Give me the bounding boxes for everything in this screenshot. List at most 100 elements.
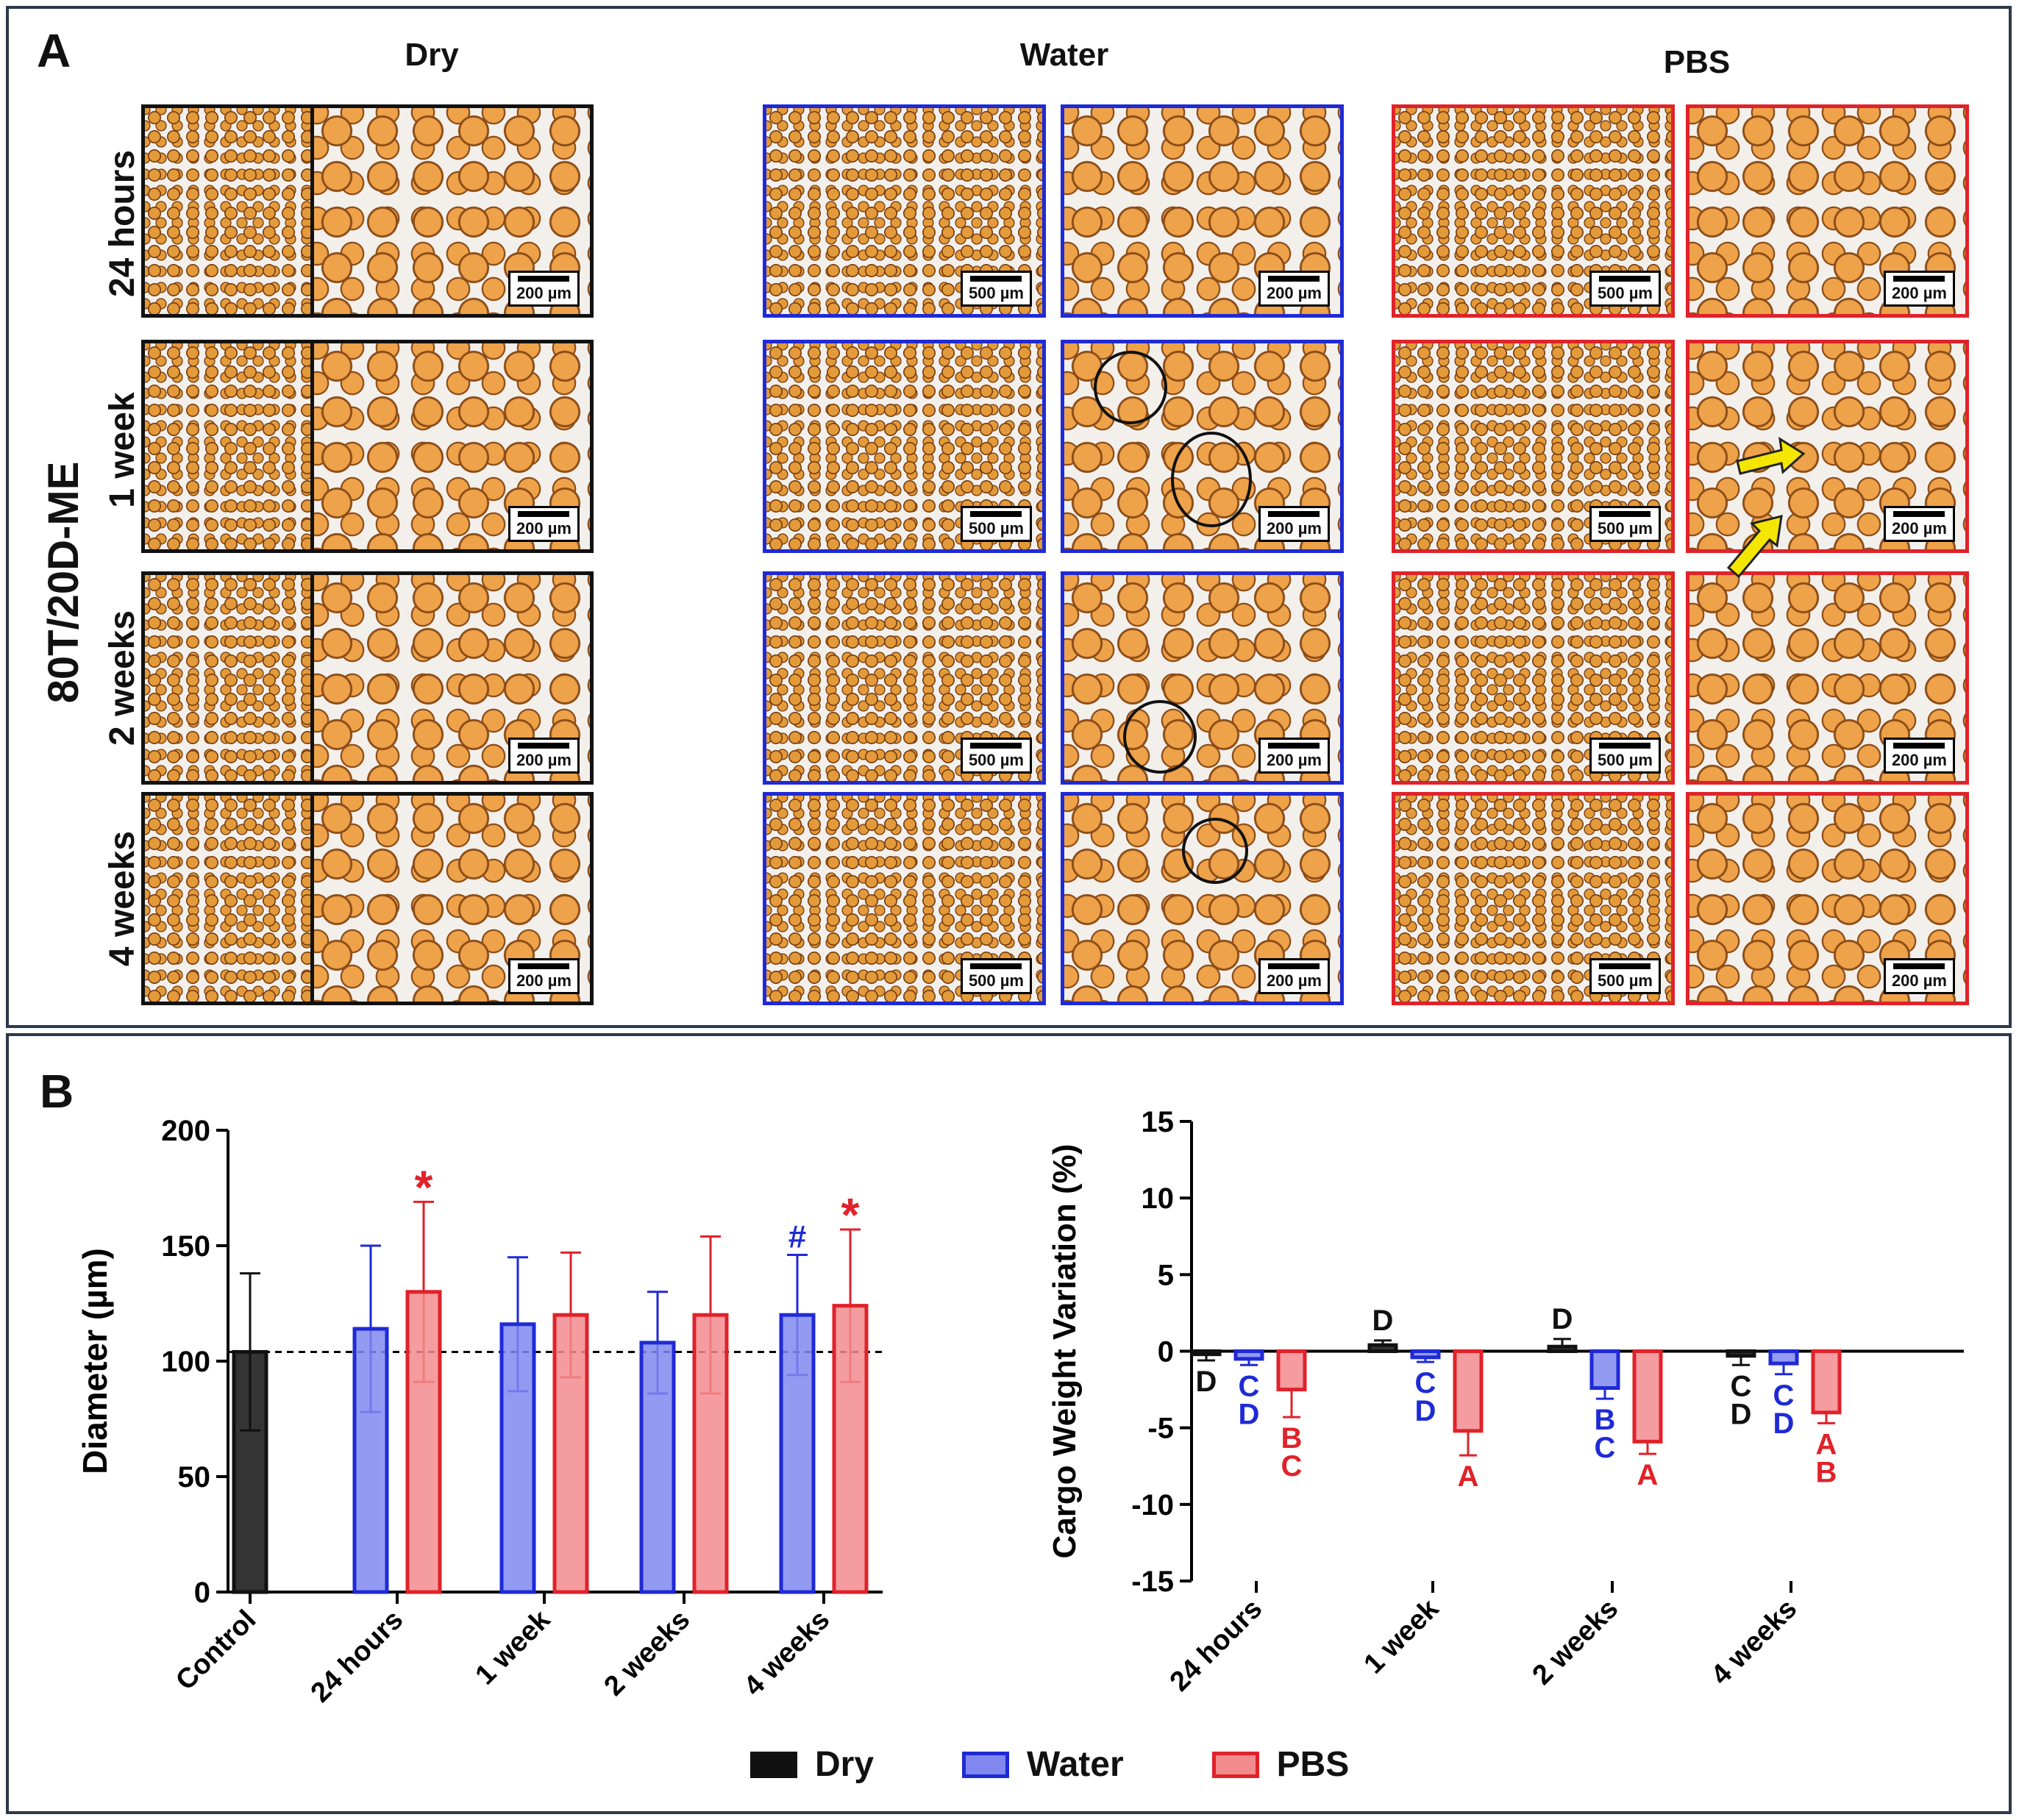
scale-bar: 200 µm — [508, 271, 580, 307]
group-letter: C — [1415, 1367, 1436, 1399]
scale-bar: 200 µm — [1883, 271, 1955, 307]
scale-bar: 200 µm — [1258, 738, 1330, 774]
scale-bar-label: 200 µm — [1266, 751, 1322, 769]
legend-swatch-pbs — [1211, 1751, 1259, 1778]
scale-bar-line — [1268, 743, 1320, 749]
y-tick-label: 10 — [1142, 1182, 1175, 1215]
scale-bar-label: 500 µm — [1597, 971, 1653, 990]
group-letter: C — [1773, 1380, 1795, 1412]
scale-bar-line — [518, 743, 570, 749]
group-letter: D — [1415, 1395, 1436, 1427]
scale-bar-line — [1599, 276, 1651, 282]
x-tick-label: 2 weeks — [599, 1605, 697, 1702]
bar-water — [499, 1322, 536, 1594]
micrograph-pbs-4w-500um: 500 µm — [1392, 792, 1675, 1005]
row-label-2w: 2 weeks — [103, 610, 142, 746]
y-tick-label: 200 — [161, 1115, 210, 1147]
scale-bar-line — [518, 963, 570, 969]
scale-bar: 500 µm — [1589, 958, 1661, 994]
bar-water — [779, 1313, 816, 1594]
legend-label-water: Water — [1027, 1745, 1124, 1784]
group-letter: D — [1773, 1407, 1795, 1440]
bar-water — [352, 1327, 389, 1594]
scale-bar-label: 200 µm — [516, 284, 571, 302]
micrograph-water-2w-200um: 200 µm — [1061, 571, 1344, 785]
cargo-weight-chart: -15 -10 -5 0 5 10 15 Cargo Weight Variation (%)… — [1047, 1106, 1964, 1698]
scale-bar-line — [518, 511, 570, 517]
scale-bar-label: 500 µm — [1597, 751, 1653, 769]
group-letter: C — [1281, 1450, 1303, 1482]
bar-pbs — [1453, 1349, 1484, 1433]
y-tick-label: 0 — [1158, 1336, 1174, 1368]
significance-mark: * — [415, 1160, 433, 1213]
scale-bar-line — [1893, 743, 1945, 749]
bar-water — [1410, 1349, 1441, 1360]
x-tick-label: 1 week — [470, 1604, 557, 1691]
micrograph-dry-24h-200um: 200 µm — [310, 104, 594, 318]
scale-bar-line — [970, 743, 1022, 749]
scale-bar-label: 200 µm — [516, 519, 571, 538]
micrograph-pbs-4w-200um: 200 µm — [1686, 792, 1969, 1005]
group-letter: A — [1816, 1428, 1837, 1460]
bar-pbs — [1811, 1349, 1842, 1415]
bar-water — [639, 1341, 676, 1594]
bar-pbs — [1632, 1349, 1663, 1443]
bar-pbs — [692, 1313, 729, 1594]
scale-bar: 500 µm — [1589, 506, 1661, 542]
bar-pbs — [832, 1304, 869, 1594]
scale-bar-line — [970, 511, 1022, 517]
group-letter: D — [1196, 1366, 1217, 1398]
scale-bar-label: 200 µm — [1266, 284, 1322, 302]
legend-swatch-dry — [750, 1751, 797, 1778]
sample-label: 80T/20D-ME — [40, 461, 88, 704]
scale-bar-label: 500 µm — [1597, 519, 1653, 538]
bar-water — [1768, 1349, 1799, 1366]
scale-bar-label: 500 µm — [1597, 284, 1653, 302]
scale-bar-line — [1599, 511, 1651, 517]
micrograph-pbs-1w-200um: 200 µm — [1686, 340, 1969, 553]
scale-bar: 500 µm — [1589, 738, 1661, 774]
legend-item-water: Water — [962, 1744, 1124, 1785]
group-letter: D — [1239, 1398, 1260, 1430]
bar-dry — [1191, 1349, 1222, 1357]
x-tick-label: 24 hours — [1164, 1594, 1269, 1698]
group-letter: B — [1281, 1422, 1303, 1455]
micrograph-water-2w-500um: 500 µm — [763, 571, 1046, 785]
row-label-24h: 24 hours — [103, 149, 142, 298]
scale-bar-label: 200 µm — [516, 751, 571, 769]
group-letter: C — [1731, 1370, 1752, 1402]
x-tick-label: 1 week — [1359, 1593, 1445, 1680]
scale-bar-line — [518, 276, 570, 282]
scale-bar-label: 200 µm — [1891, 284, 1947, 302]
scale-bar-line — [1268, 963, 1320, 969]
scale-bar: 200 µm — [1883, 958, 1955, 994]
highlight-circle — [1171, 432, 1252, 527]
micrograph-pbs-2w-200um: 200 µm — [1686, 571, 1969, 785]
arrow-right-icon — [1736, 437, 1806, 475]
bar-water — [1233, 1349, 1264, 1361]
y-tick-label: -5 — [1147, 1413, 1174, 1445]
panel-a: A Dry Water PBS 80T/20D-ME 24 hours 1 we… — [6, 6, 2012, 1028]
bar-water — [1589, 1349, 1620, 1390]
scale-bar-line — [1893, 276, 1945, 282]
y-tick-label: 0 — [194, 1577, 210, 1609]
scale-bar-label: 200 µm — [1266, 971, 1322, 990]
highlight-circle — [1182, 818, 1248, 884]
scale-bar: 500 µm — [960, 958, 1032, 994]
scale-bar-label: 200 µm — [1891, 751, 1947, 769]
legend-label-pbs: PBS — [1276, 1745, 1350, 1784]
scale-bar: 200 µm — [508, 958, 580, 994]
scale-bar: 500 µm — [960, 271, 1032, 307]
legend: Dry Water PBS — [750, 1744, 1415, 1785]
micrograph-pbs-1w-500um: 500 µm — [1392, 340, 1675, 553]
legend-item-dry: Dry — [750, 1744, 874, 1785]
scale-bar-label: 500 µm — [968, 284, 1024, 302]
micrograph-water-24h-500um: 500 µm — [763, 104, 1046, 318]
bar-dry — [232, 1349, 268, 1594]
legend-item-pbs: PBS — [1211, 1744, 1350, 1785]
y-tick-label: 15 — [1142, 1106, 1175, 1138]
panel-b-label: B — [40, 1065, 74, 1118]
micrograph-pbs-2w-500um: 500 µm — [1392, 571, 1675, 785]
y-tick-label: 50 — [178, 1461, 211, 1494]
bar-pbs — [552, 1313, 589, 1594]
